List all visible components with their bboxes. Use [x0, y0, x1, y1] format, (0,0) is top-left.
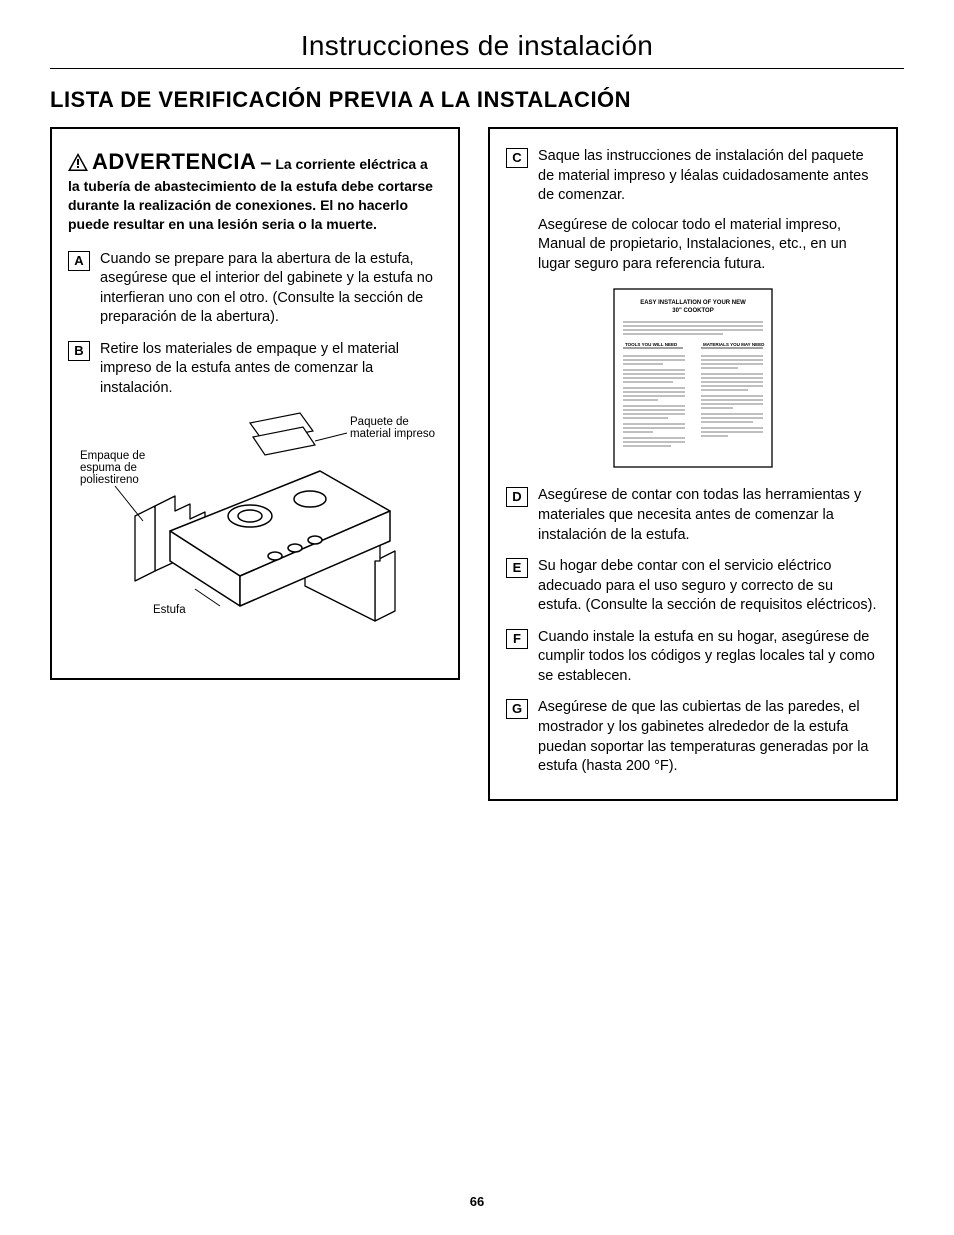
section-title: LISTA DE VERIFICACIÓN PREVIA A LA INSTAL…: [50, 87, 904, 113]
item-paragraph: Asegúrese de colocar todo el material im…: [538, 216, 880, 275]
warning-block: ADVERTENCIA – La corriente eléctrica a l…: [68, 147, 442, 234]
checklist-item-g: G Asegúrese de que las cubiertas de las …: [506, 698, 880, 776]
warning-lead: ADVERTENCIA: [92, 149, 256, 174]
item-letter: C: [506, 148, 528, 168]
page-number: 66: [0, 1194, 954, 1209]
fig-label-foam-3: poliestireno: [80, 474, 139, 486]
fig-label-lit-1: Paquete de: [350, 416, 409, 428]
warning-triangle-icon: [68, 153, 88, 176]
fig-label-lit-2: material impreso: [350, 428, 435, 440]
item-text: Cuando instale la estufa en su hogar, as…: [538, 628, 880, 687]
booklet-heading-left: TOOLS YOU WILL NEED: [625, 342, 678, 347]
item-text: Su hogar debe contar con el servicio elé…: [538, 557, 880, 616]
item-letter: B: [68, 341, 90, 361]
svg-text:Paquete de material: Paquete de material impreso: [350, 416, 435, 440]
checklist-item-c: C Saque las instrucciones de instalación…: [506, 147, 880, 274]
checklist-item-d: D Asegúrese de contar con todas las herr…: [506, 486, 880, 545]
item-letter: E: [506, 558, 528, 578]
checklist-item-a: A Cuando se prepare para la abertura de …: [68, 250, 442, 328]
left-box: ADVERTENCIA – La corriente eléctrica a l…: [50, 127, 460, 680]
item-text: Asegúrese de que las cubiertas de las pa…: [538, 698, 880, 776]
checklist-item-e: E Su hogar debe contar con el servicio e…: [506, 557, 880, 616]
checklist-item-f: F Cuando instale la estufa en su hogar, …: [506, 628, 880, 687]
warning-dash: –: [260, 152, 271, 174]
item-paragraph: Asegúrese de que las cubiertas de las pa…: [538, 698, 880, 776]
item-letter: F: [506, 629, 528, 649]
item-text: Cuando se prepare para la abertura de la…: [100, 250, 442, 328]
item-text: Retire los materiales de empaque y el ma…: [100, 340, 442, 399]
item-paragraph: Saque las instrucciones de instalación d…: [538, 147, 880, 206]
cooktop-figure: Empaque de espuma de poliestireno Paquet…: [68, 411, 442, 656]
fig-label-cooktop: Estufa: [153, 604, 186, 616]
item-letter: G: [506, 699, 528, 719]
item-paragraph: Asegúrese de contar con todas las herram…: [538, 486, 880, 545]
two-column-layout: ADVERTENCIA – La corriente eléctrica a l…: [50, 127, 904, 801]
fig-label-foam-1: Empaque de: [80, 450, 145, 462]
checklist-item-b: B Retire los materiales de empaque y el …: [68, 340, 442, 399]
item-paragraph: Su hogar debe contar con el servicio elé…: [538, 557, 880, 616]
item-paragraph: Cuando instale la estufa en su hogar, as…: [538, 628, 880, 687]
horizontal-rule: [50, 68, 904, 69]
item-letter: D: [506, 487, 528, 507]
booklet-title-1: EASY INSTALLATION OF YOUR NEW: [640, 300, 746, 306]
svg-text:Empaque de espuma de: Empaque de espuma de poliestireno: [80, 450, 148, 486]
item-text: Saque las instrucciones de instalación d…: [538, 147, 880, 274]
page-title: Instrucciones de instalación: [50, 30, 904, 62]
booklet-title-2: 30" COOKTOP: [672, 308, 713, 314]
booklet-figure: EASY INSTALLATION OF YOUR NEW 30" COOKTO…: [613, 288, 773, 468]
item-text: Asegúrese de contar con todas las herram…: [538, 486, 880, 545]
booklet-heading-right: MATERIALS YOU MAY NEED: [703, 342, 765, 347]
right-box: C Saque las instrucciones de instalación…: [488, 127, 898, 801]
item-letter: A: [68, 251, 90, 271]
fig-label-foam-2: espuma de: [80, 462, 137, 474]
